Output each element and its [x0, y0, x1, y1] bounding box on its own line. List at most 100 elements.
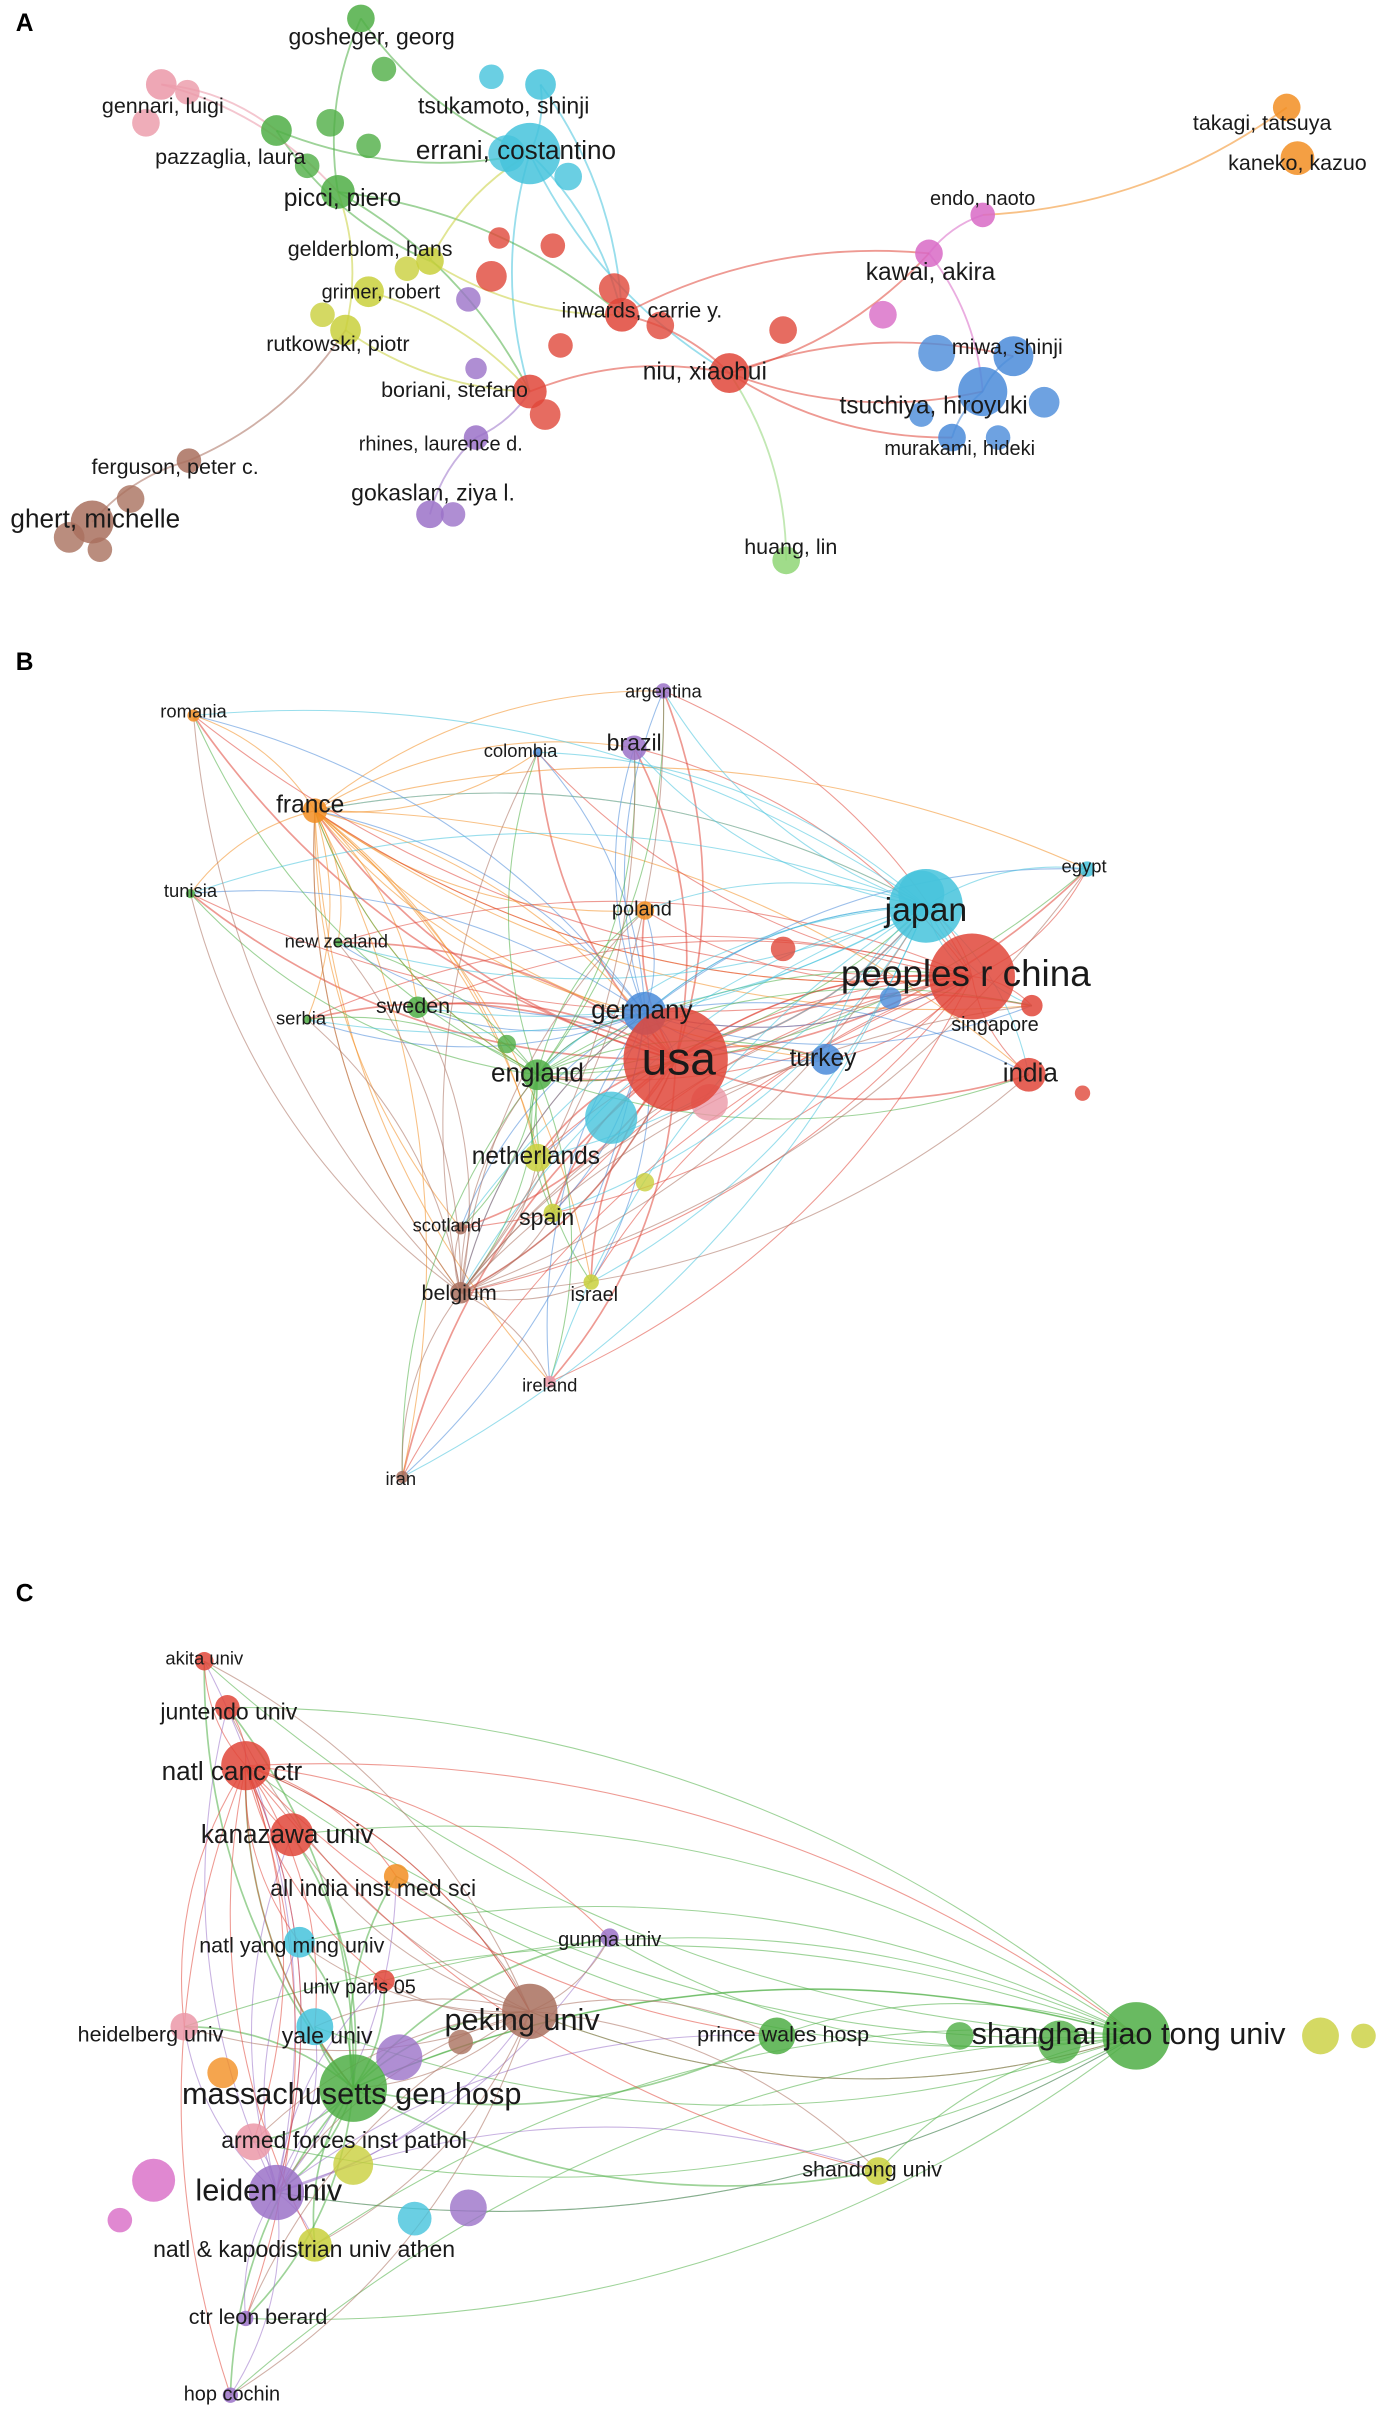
edge	[276, 1876, 397, 2193]
node	[456, 287, 481, 312]
edge	[314, 810, 428, 1478]
node	[758, 2017, 796, 2055]
edge	[245, 2010, 531, 2319]
edge	[337, 191, 623, 316]
node	[416, 247, 444, 275]
node-label: inwards, carrie y.	[561, 298, 722, 322]
edge	[245, 2088, 355, 2320]
node-label: egypt	[1062, 855, 1107, 876]
edge	[306, 1019, 462, 1293]
edge	[776, 2003, 1137, 2037]
node	[709, 353, 750, 394]
node-label: tsuchiya, hiroyuki	[839, 392, 1027, 419]
node-label: singapore	[951, 1014, 1039, 1036]
edge	[253, 2035, 1137, 2178]
node	[333, 938, 343, 948]
edge	[511, 153, 531, 392]
node	[1037, 2020, 1081, 2064]
edge	[245, 1765, 297, 2319]
node	[770, 936, 796, 962]
edge	[529, 365, 730, 393]
edge	[332, 18, 362, 193]
edge	[203, 1661, 296, 2193]
edge	[368, 290, 531, 393]
edge	[417, 1006, 470, 1293]
node	[353, 276, 384, 308]
node-label: natl & kapodistrian univ athen	[153, 2236, 455, 2262]
node	[454, 1222, 467, 1235]
node-label: univ paris 05	[303, 1977, 416, 1999]
edge	[590, 975, 973, 1283]
edge	[299, 1905, 1137, 2037]
node-label: gosheger, georg	[288, 23, 454, 49]
edge	[460, 1012, 646, 1293]
node	[772, 546, 801, 575]
edge	[245, 1765, 1137, 2039]
node-label: serbia	[276, 1007, 327, 1028]
edge	[549, 976, 973, 1383]
edge	[728, 372, 953, 439]
node-label: argentina	[625, 680, 703, 701]
node-label: colombia	[484, 740, 558, 761]
node	[864, 2157, 893, 2185]
edge	[460, 910, 646, 1293]
edge	[180, 1765, 247, 2027]
edge	[536, 910, 646, 1075]
edge	[291, 1834, 357, 2089]
edge	[417, 1006, 538, 1076]
edge	[460, 1212, 554, 1294]
edge	[245, 2035, 1137, 2321]
node-label: prince wales hosp	[697, 2023, 869, 2047]
node	[543, 1203, 563, 1223]
edge	[203, 1660, 1137, 2037]
node-label: kawai, akira	[866, 259, 996, 286]
node	[635, 1173, 655, 1192]
edge	[460, 1292, 551, 1383]
edge	[263, 1942, 300, 2193]
edge	[314, 810, 1032, 1011]
node	[1280, 141, 1315, 176]
node	[463, 425, 489, 450]
node	[448, 2029, 473, 2055]
node	[958, 366, 1008, 417]
node-label: tunisia	[164, 880, 218, 901]
edge	[644, 882, 927, 911]
node	[187, 709, 200, 722]
node-label: picci, piero	[284, 185, 401, 212]
edge	[245, 1765, 531, 2012]
node-label: pazzaglia, laura	[155, 145, 306, 169]
edge	[546, 1013, 646, 1382]
node	[1074, 1085, 1091, 1101]
node	[918, 334, 956, 372]
node-label: akita univ	[165, 1648, 244, 1669]
edge	[245, 1765, 317, 2027]
node-label: heidelberg univ	[78, 2023, 224, 2047]
node	[132, 2158, 176, 2202]
node	[176, 448, 202, 473]
edge	[507, 752, 538, 1075]
node-label: germany	[591, 995, 693, 1025]
node	[195, 1652, 214, 1671]
node	[397, 2201, 432, 2236]
node	[330, 314, 361, 346]
node	[449, 1282, 472, 1304]
node	[543, 1375, 556, 1388]
edge	[460, 1157, 538, 1294]
node	[222, 2387, 239, 2403]
node	[1028, 386, 1060, 418]
node	[583, 1274, 599, 1290]
edge	[314, 792, 927, 907]
edge	[337, 191, 531, 392]
node	[529, 399, 561, 430]
node	[107, 2207, 133, 2233]
node	[532, 747, 543, 757]
node-label: ireland	[522, 1374, 577, 1395]
edge	[184, 1945, 1137, 2037]
node-label: israel	[570, 1284, 618, 1306]
node	[70, 500, 114, 544]
node-label: all india inst med sci	[270, 1875, 476, 1901]
edge	[314, 810, 646, 1014]
edge	[633, 747, 926, 907]
node-label: ghert, michelle	[10, 503, 180, 533]
